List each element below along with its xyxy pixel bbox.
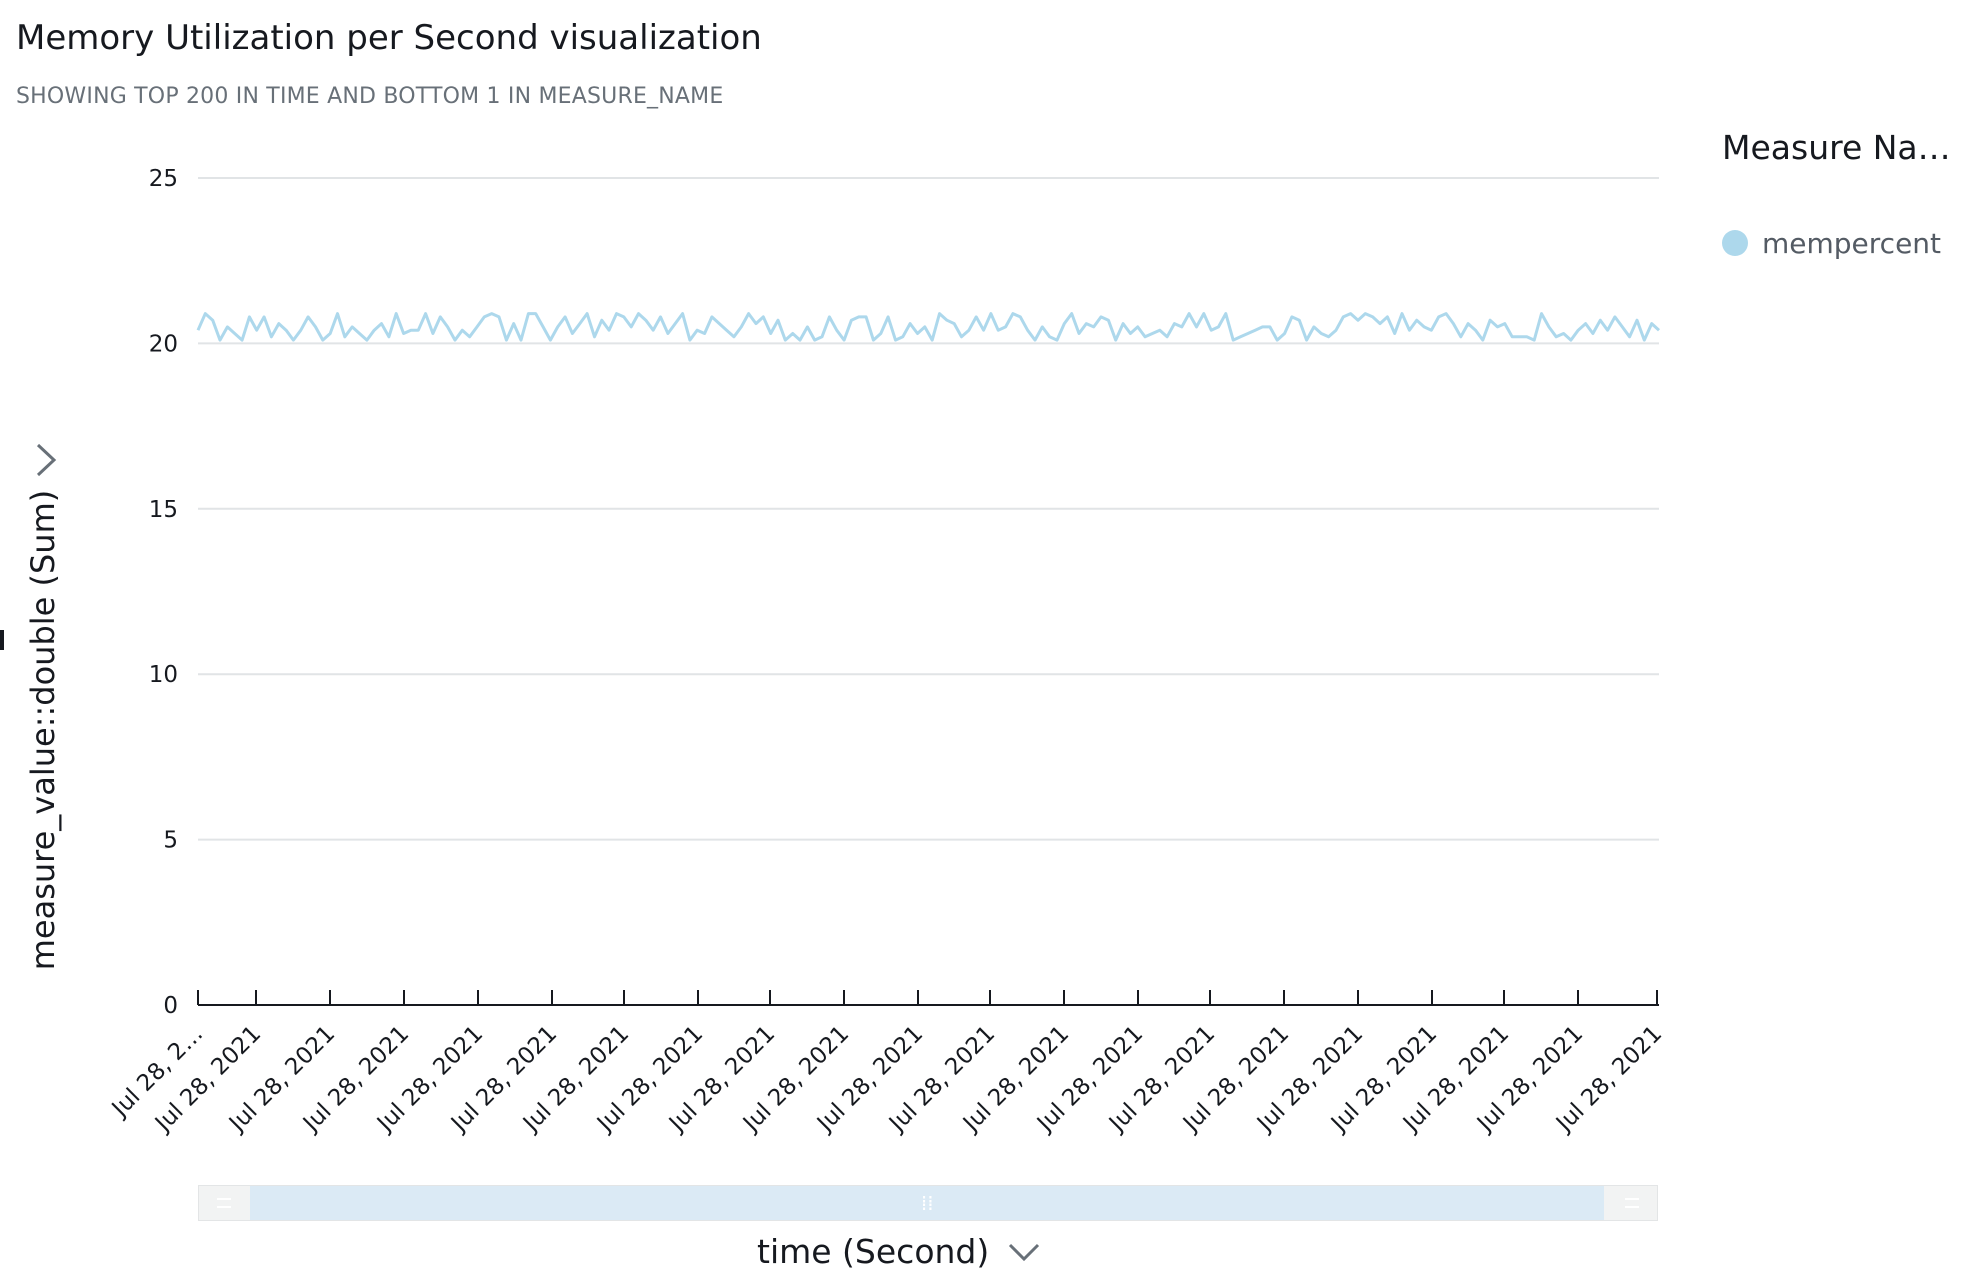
panel-edge-marker (0, 630, 4, 650)
scroll-thumb[interactable]: ⁞⁞ (250, 1186, 1605, 1220)
y-tick-label: 25 (149, 166, 178, 192)
grid-lines (198, 177, 1659, 841)
y-tick-label: 0 (163, 993, 178, 1019)
chart-subtitle: SHOWING TOP 200 IN TIME AND BOTTOM 1 IN … (16, 84, 724, 109)
series-line-mempercent (196, 312, 1661, 342)
x-range-scrollbar[interactable]: ⁞⁞ (198, 1185, 1658, 1221)
x-axis-label: time (Second) (757, 1232, 990, 1271)
y-tick-label: 20 (149, 331, 178, 357)
y-tick-label: 10 (149, 662, 178, 688)
legend-swatch (1722, 230, 1748, 256)
y-tick-label: 15 (149, 497, 178, 523)
scroll-handle-left[interactable] (199, 1186, 249, 1220)
legend-item-mempercent[interactable]: mempercent (1722, 225, 1941, 261)
chart-title: Memory Utilization per Second visualizat… (16, 18, 762, 58)
x-axis-label-button[interactable]: time (Second) (757, 1232, 1041, 1271)
grip-icon: ⁞⁞ (920, 1191, 934, 1215)
chevron-right-icon[interactable] (30, 440, 60, 480)
y-axis-ticks: 0 5 10 15 20 25 (149, 166, 178, 1019)
y-tick-label: 5 (163, 828, 178, 854)
legend-label: mempercent (1762, 226, 1942, 260)
scroll-handle-right[interactable] (1607, 1186, 1657, 1220)
chevron-down-icon (1009, 1243, 1040, 1261)
y-axis-label: measure_value::double (Sum) (24, 490, 62, 971)
legend-title: Measure Na… (1722, 128, 1951, 167)
